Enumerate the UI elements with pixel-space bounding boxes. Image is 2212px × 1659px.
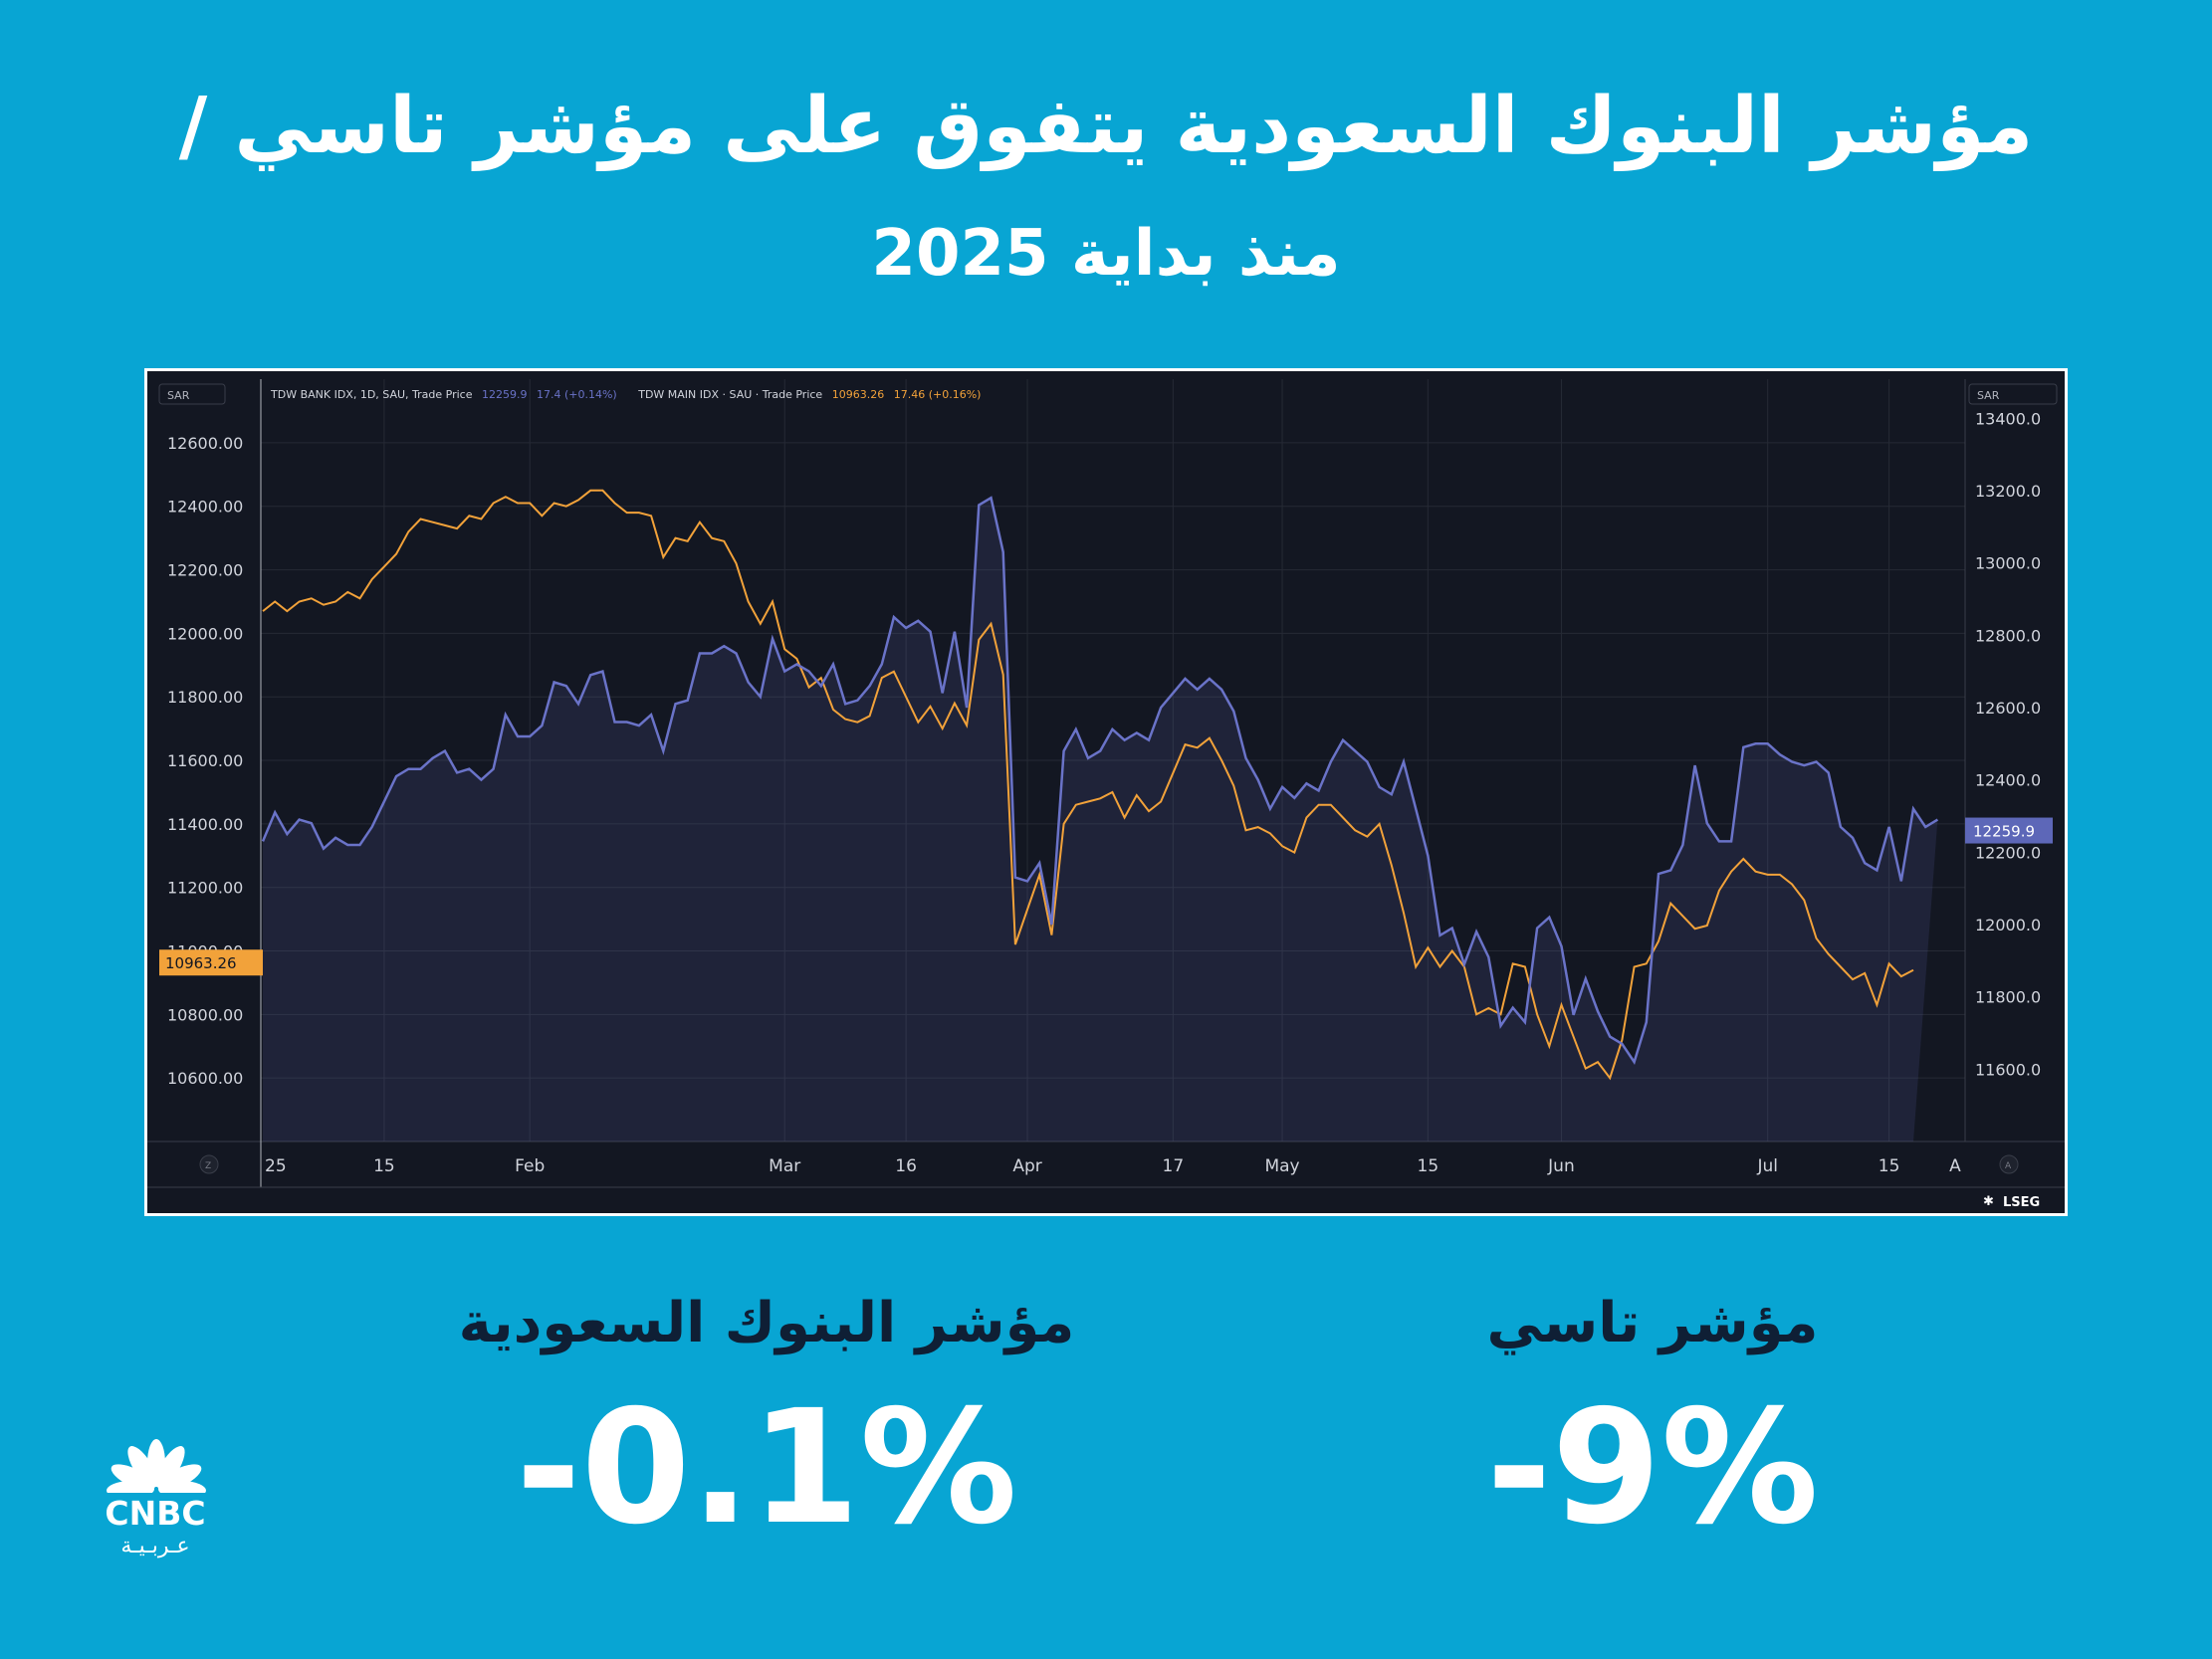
x-axis-tick: 15: [1879, 1156, 1900, 1176]
left-unit-label: SAR: [167, 389, 190, 402]
x-axis-tick: May: [1264, 1156, 1299, 1176]
left-axis-tick: 11400.00: [167, 815, 243, 834]
bank-index-area: [263, 498, 1938, 1141]
legend-series2-change: 17.46 (+0.16%): [894, 388, 982, 401]
source-label: LSEG: [2003, 1195, 2040, 1210]
cnbc-arabic-wordmark: عـربـيـة: [120, 1534, 190, 1558]
right-axis-tick: 12400.0: [1975, 771, 2041, 790]
right-axis-tick: 12200.0: [1975, 843, 2041, 862]
right-axis-tick: 13200.0: [1975, 482, 2041, 501]
x-axis-tick: A: [1949, 1156, 1961, 1176]
lseg-logo-icon: ✱: [1983, 1194, 1994, 1209]
legend-series1-change: 17.4 (+0.14%): [537, 388, 617, 401]
x-axis-tick: 17: [1163, 1156, 1185, 1176]
chart-panel: SAR SAR TDW BANK IDX, 1D, SAU, Trade Pri…: [144, 368, 2068, 1216]
cnbc-wordmark: CNBC: [105, 1494, 206, 1533]
left-axis-tick: 11800.00: [167, 688, 243, 707]
bank-index-line: [261, 496, 1939, 1065]
left-axis-tick: 12000.00: [167, 624, 243, 643]
left-axis-tick: 11200.00: [167, 879, 243, 898]
bank-index-change: -0.1%: [516, 1376, 1017, 1559]
legend: TDW BANK IDX, 1D, SAU, Trade Price 12259…: [270, 388, 981, 401]
right-axis-tick: 12800.0: [1975, 626, 2041, 645]
right-price-tag-bg: [1965, 817, 2053, 844]
legend-series1-name: TDW BANK IDX, 1D, SAU, Trade Price: [270, 388, 473, 401]
x-axis-tick: Mar: [769, 1156, 800, 1176]
right-unit-label: SAR: [1977, 389, 2000, 402]
scale-button-z[interactable]: [199, 1154, 219, 1174]
tasi-index-change: -9%: [1486, 1376, 1819, 1559]
tasi-index-label: مؤشر تاسي: [1486, 1291, 1819, 1355]
right-axis-tick: 12600.0: [1975, 699, 2041, 718]
x-axis-tick: Apr: [1012, 1156, 1041, 1176]
bank-index-label: مؤشر البنوك السعودية: [458, 1291, 1075, 1355]
x-axis-tick: 15: [373, 1156, 395, 1176]
right-axis-tick: 11600.0: [1975, 1060, 2041, 1079]
legend-series2-name: TDW MAIN IDX · SAU · Trade Price: [637, 388, 822, 401]
scale-button-a[interactable]: [1999, 1154, 2019, 1174]
x-axis-tick: Jun: [1547, 1156, 1575, 1176]
legend-series1-value: 12259.9: [482, 388, 528, 401]
left-axis-tick: 12400.00: [167, 498, 243, 517]
chart-title: مؤشر البنوك السعودية يتفوق على مؤشر تاسي…: [178, 82, 2034, 171]
right-price-tag: 12259.9: [1973, 823, 2035, 841]
left-axis-tick: 10800.00: [167, 1005, 243, 1024]
main-index-line: [262, 489, 1914, 1081]
x-axis-tick: Jul: [1756, 1156, 1778, 1176]
chart-subtitle: منذ بداية 2025: [871, 217, 1341, 291]
left-price-tag-bg: [159, 949, 263, 976]
left-price-tag: 10963.26: [165, 954, 237, 972]
left-axis-tick: 12200.00: [167, 561, 243, 580]
x-axis-tick: Feb: [515, 1156, 545, 1176]
scale-button-a-label: A: [2005, 1161, 2012, 1171]
x-axis-tick: 15: [1418, 1156, 1439, 1176]
right-axis-tick: 13000.0: [1975, 554, 2041, 573]
line-chart: SAR SAR TDW BANK IDX, 1D, SAU, Trade Pri…: [147, 371, 2065, 1213]
x-axis-tick: 25: [265, 1156, 287, 1176]
cnbc-peacock-icon: [92, 1439, 221, 1562]
right-axis-tick: 13400.0: [1975, 409, 2041, 428]
right-axis-tick: 12000.0: [1975, 916, 2041, 934]
left-axis-tick: 11600.00: [167, 751, 243, 770]
right-axis-tick: 11800.0: [1975, 988, 2041, 1007]
left-axis-tick: 12600.00: [167, 434, 243, 453]
legend-series2-value: 10963.26: [832, 388, 885, 401]
left-axis-tick: 10600.00: [167, 1069, 243, 1088]
x-axis-tick: 16: [895, 1156, 917, 1176]
scale-button-z-label: Z: [205, 1161, 211, 1171]
